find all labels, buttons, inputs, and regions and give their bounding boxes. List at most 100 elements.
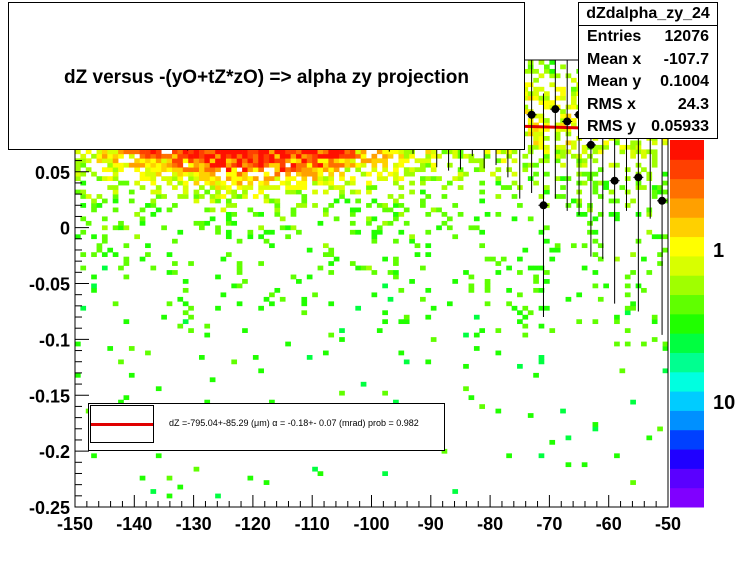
heatmap-cell bbox=[225, 220, 232, 226]
heatmap-cell bbox=[403, 319, 410, 325]
heatmap-cell bbox=[75, 341, 81, 347]
heatmap-cell bbox=[290, 162, 297, 168]
heatmap-cell bbox=[468, 274, 475, 280]
heatmap-cell bbox=[355, 305, 362, 311]
heatmap-cell bbox=[522, 167, 529, 173]
heatmap-cell bbox=[155, 158, 162, 164]
heatmap-cell bbox=[527, 131, 534, 137]
heatmap-cell bbox=[597, 243, 604, 249]
heatmap-cell bbox=[112, 171, 119, 177]
heatmap-cell bbox=[296, 185, 302, 190]
heatmap-cell bbox=[425, 229, 432, 235]
heatmap-cell bbox=[479, 162, 486, 168]
heatmap-cell bbox=[549, 68, 556, 74]
heatmap-cell bbox=[614, 256, 620, 262]
heatmap-cell bbox=[231, 359, 238, 365]
heatmap-cell bbox=[128, 372, 135, 378]
heatmap-cell bbox=[188, 305, 194, 311]
heatmap-cell bbox=[188, 261, 194, 266]
heatmap-cell bbox=[544, 64, 550, 70]
heatmap-cell bbox=[641, 167, 647, 173]
heatmap-cell bbox=[371, 234, 378, 240]
heatmap-cell bbox=[96, 149, 103, 155]
heatmap-cell bbox=[263, 176, 270, 181]
heatmap-cell bbox=[544, 100, 550, 105]
heatmap-cell bbox=[118, 225, 124, 231]
heatmap-cell bbox=[581, 158, 588, 164]
heatmap-cell bbox=[236, 283, 243, 289]
heatmap-cell bbox=[398, 185, 405, 190]
heatmap-cell bbox=[247, 475, 254, 481]
heatmap-cell bbox=[274, 149, 281, 155]
heatmap-cell bbox=[382, 203, 388, 208]
heatmap-cell bbox=[328, 185, 335, 190]
heatmap-cell bbox=[182, 194, 189, 199]
heatmap-cell bbox=[662, 341, 669, 347]
heatmap-cell bbox=[619, 144, 626, 150]
heatmap-cell bbox=[360, 265, 367, 271]
heatmap-cell bbox=[544, 68, 550, 74]
heatmap-cell bbox=[177, 484, 184, 490]
heatmap-cell bbox=[651, 140, 658, 146]
heatmap-cell bbox=[544, 135, 550, 141]
heatmap-cell bbox=[581, 180, 588, 186]
heatmap-cell bbox=[290, 158, 297, 164]
stats-value: 0.1004 bbox=[660, 73, 709, 90]
heatmap-cell bbox=[533, 265, 539, 271]
profile-point bbox=[658, 196, 667, 205]
heatmap-cell bbox=[198, 171, 205, 177]
heatmap-cell bbox=[150, 198, 157, 204]
heatmap-cell bbox=[646, 435, 653, 441]
heatmap-cell bbox=[570, 153, 577, 159]
heatmap-cell bbox=[198, 225, 205, 231]
heatmap-cell bbox=[177, 176, 184, 181]
colorbar-segment bbox=[670, 236, 704, 257]
heatmap-cell bbox=[112, 225, 119, 231]
heatmap-cell bbox=[570, 104, 577, 110]
heatmap-cell bbox=[592, 422, 599, 427]
heatmap-cell bbox=[538, 73, 545, 79]
heatmap-cell bbox=[172, 153, 178, 159]
heatmap-cell bbox=[198, 167, 205, 173]
heatmap-cell bbox=[533, 372, 539, 378]
heatmap-cell bbox=[215, 194, 221, 199]
heatmap-cell bbox=[317, 220, 324, 226]
x-tick-label: -90 bbox=[418, 514, 444, 534]
heatmap-cell bbox=[112, 301, 119, 307]
heatmap-cell bbox=[247, 153, 254, 159]
heatmap-cell bbox=[258, 180, 264, 186]
heatmap-cell bbox=[565, 462, 572, 468]
heatmap-cell bbox=[457, 167, 464, 173]
heatmap-cell bbox=[274, 176, 281, 181]
heatmap-cell bbox=[188, 171, 194, 177]
heatmap-cell bbox=[290, 149, 297, 155]
heatmap-cell bbox=[371, 238, 378, 244]
heatmap-cell bbox=[565, 149, 572, 155]
heatmap-cell bbox=[80, 153, 87, 159]
heatmap-cell bbox=[463, 270, 469, 275]
heatmap-cell bbox=[409, 167, 415, 173]
heatmap-cell bbox=[225, 162, 232, 168]
heatmap-cell bbox=[624, 292, 631, 298]
heatmap-cell bbox=[511, 171, 518, 177]
profile-point bbox=[551, 105, 560, 114]
heatmap-cell bbox=[296, 171, 302, 177]
heatmap-cell bbox=[172, 171, 178, 177]
heatmap-cell bbox=[225, 185, 232, 190]
heatmap-cell bbox=[393, 203, 399, 208]
heatmap-cell bbox=[231, 167, 238, 173]
heatmap-cell bbox=[123, 149, 130, 155]
heatmap-cell bbox=[425, 194, 432, 199]
heatmap-cell bbox=[296, 229, 302, 235]
heatmap-cell bbox=[269, 153, 275, 159]
heatmap-cell bbox=[630, 149, 636, 155]
heatmap-cell bbox=[118, 149, 124, 155]
heatmap-cell bbox=[204, 180, 211, 186]
heatmap-cell bbox=[322, 207, 329, 213]
heatmap-cell bbox=[317, 149, 324, 155]
heatmap-cell bbox=[85, 220, 92, 226]
heatmap-cell bbox=[387, 270, 394, 275]
heatmap-cell bbox=[322, 176, 329, 181]
heatmap-cell bbox=[382, 471, 388, 477]
stats-label: RMS y bbox=[587, 118, 636, 135]
